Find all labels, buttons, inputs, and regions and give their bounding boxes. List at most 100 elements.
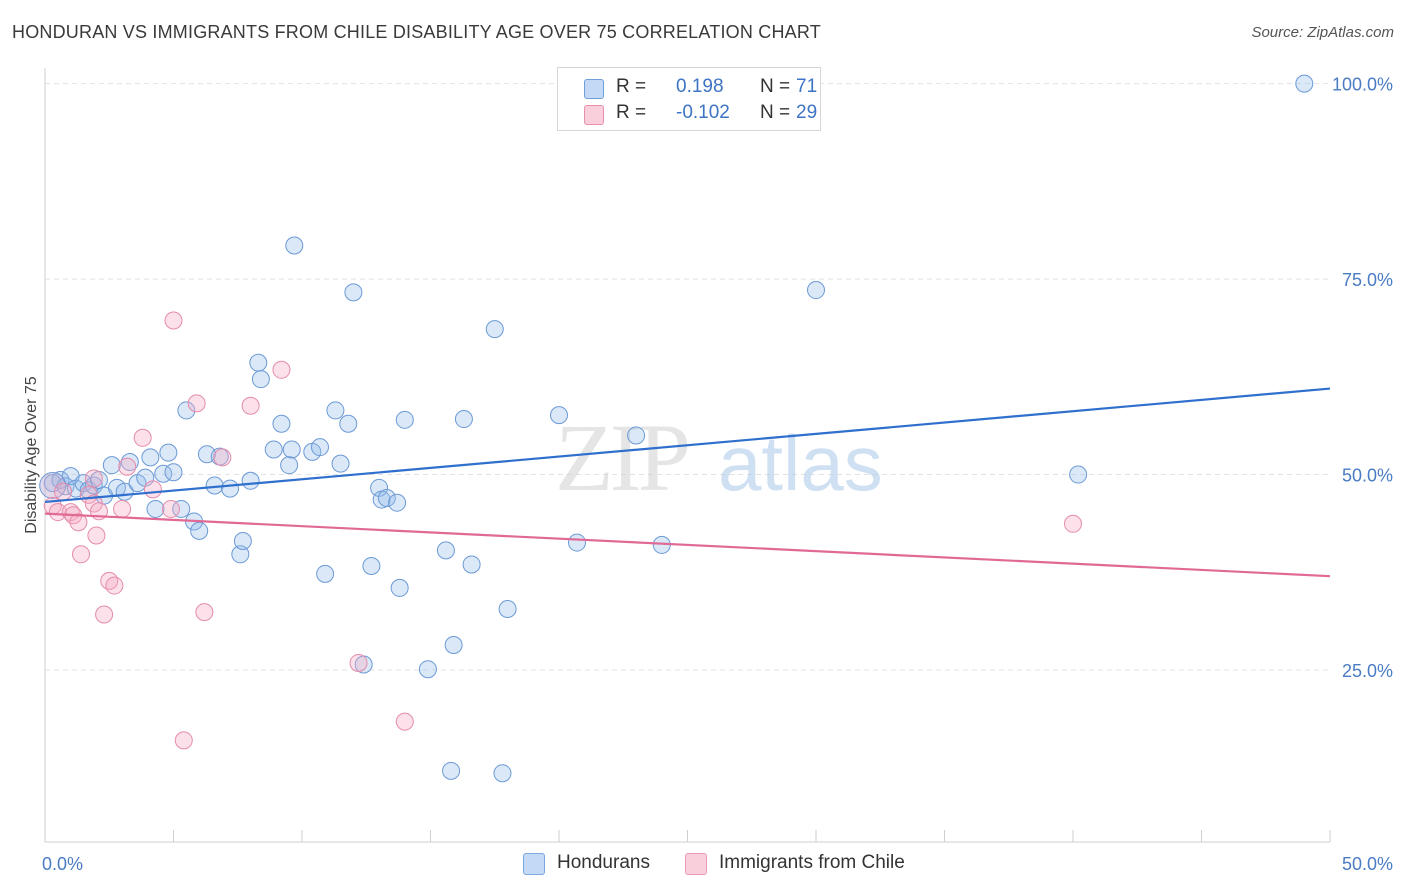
chile-point (84, 469, 103, 488)
chile-point (241, 396, 260, 415)
chile-point (349, 653, 368, 672)
honduran-point (316, 564, 335, 583)
honduran-point (251, 370, 270, 389)
honduran-point (141, 448, 160, 467)
chile-point (105, 576, 124, 595)
honduran-point (102, 456, 121, 475)
chile-point (164, 311, 183, 330)
honduran-point (172, 499, 191, 518)
chile-point (143, 480, 162, 499)
x-tick-label: 0.0% (42, 854, 83, 874)
y-tick-label: 100.0% (1332, 75, 1393, 95)
honduran-point (264, 440, 283, 459)
honduran-point (280, 456, 299, 475)
grid-lines (45, 83, 1330, 671)
chile-point (48, 503, 67, 522)
chile-point (195, 603, 214, 622)
honduran-point (444, 635, 463, 654)
honduran-point (627, 426, 646, 445)
axes (44, 68, 1331, 843)
honduran-point (493, 764, 512, 783)
honduran-point (339, 414, 358, 433)
honduran-point (282, 440, 301, 459)
chile-point (272, 360, 291, 379)
honduran-point (362, 557, 381, 576)
chile-point (187, 394, 206, 413)
y-tick-label: 50.0% (1342, 466, 1393, 486)
chile-point (213, 448, 232, 467)
honduran-point (146, 499, 165, 518)
honduran-point (1069, 465, 1088, 484)
chile-point (53, 482, 72, 501)
chile-point (61, 503, 80, 522)
chile-point (133, 428, 152, 447)
honduran-point (221, 479, 240, 498)
honduran-point (272, 414, 291, 433)
honduran-point (120, 453, 139, 472)
watermark-atlas: atlas (718, 419, 883, 507)
legend-r-label: R = (616, 76, 647, 97)
bottom-legend-label: Immigrants from Chile (719, 852, 905, 873)
chile-point (95, 605, 114, 624)
trend-line-hondurans (44, 387, 1331, 504)
honduran-point (377, 489, 396, 507)
chile-point (71, 545, 90, 564)
honduran-point (442, 761, 461, 780)
legend-n-value: 29 (796, 102, 818, 123)
stats-legend: R = 0.198 N = 71 R = -0.102 N = 29 (557, 67, 821, 131)
honduran-point (233, 532, 252, 550)
bottom-legend-swatch-pink (685, 853, 707, 875)
chile-point (87, 526, 106, 545)
legend-r-label: R = (616, 102, 647, 123)
chile-point (69, 513, 88, 532)
honduran-point (436, 541, 455, 560)
honduran-point (1295, 74, 1314, 93)
legend-n-value: 71 (796, 76, 818, 97)
y-axis-label: Disability Age Over 75 (23, 376, 40, 534)
chile-point (118, 457, 137, 476)
honduran-point (249, 353, 268, 372)
chart-title: HONDURAN VS IMMIGRANTS FROM CHILE DISABI… (12, 22, 821, 42)
honduran-point (331, 454, 350, 473)
legend-swatch-pink (584, 105, 604, 125)
honduran-point (190, 521, 209, 540)
chile-point (174, 731, 193, 750)
watermark-zip: ZIP (555, 404, 688, 511)
honduran-point (285, 236, 304, 255)
x-tick-label: 50.0% (1342, 854, 1393, 874)
honduran-point (177, 401, 196, 420)
honduran-point (567, 533, 586, 552)
honduran-point (807, 281, 825, 300)
honduran-point (498, 600, 517, 619)
honduran-point (241, 471, 260, 490)
honduran-point (418, 660, 437, 679)
chile-point (113, 499, 132, 518)
honduran-point (395, 410, 414, 429)
source-credit: Source: ZipAtlas.com (1251, 24, 1394, 41)
trend-lines (44, 387, 1331, 578)
honduran-point (39, 471, 67, 499)
honduran-point (310, 438, 329, 457)
chile-point (161, 499, 180, 518)
y-tick-label: 25.0% (1342, 661, 1393, 681)
honduran-point (454, 410, 473, 429)
honduran-point (388, 493, 407, 512)
bottom-legend-label: Hondurans (557, 852, 650, 873)
honduran-point (164, 463, 183, 482)
y-tick-label: 75.0% (1342, 270, 1393, 290)
trend-line-chile (44, 512, 1331, 578)
honduran-point (159, 443, 178, 462)
honduran-point (485, 320, 504, 339)
series-chile-points (43, 311, 1082, 750)
honduran-point (231, 545, 250, 564)
legend-swatch-blue (584, 79, 604, 99)
legend-r-value: -0.102 (676, 102, 730, 123)
legend-n-label: N = (760, 102, 791, 123)
chile-point (395, 712, 414, 731)
honduran-point (462, 555, 481, 574)
bottom-legend-swatch-blue (523, 853, 545, 875)
honduran-point (344, 283, 363, 302)
honduran-point (326, 401, 345, 420)
legend-n-label: N = (760, 76, 791, 97)
